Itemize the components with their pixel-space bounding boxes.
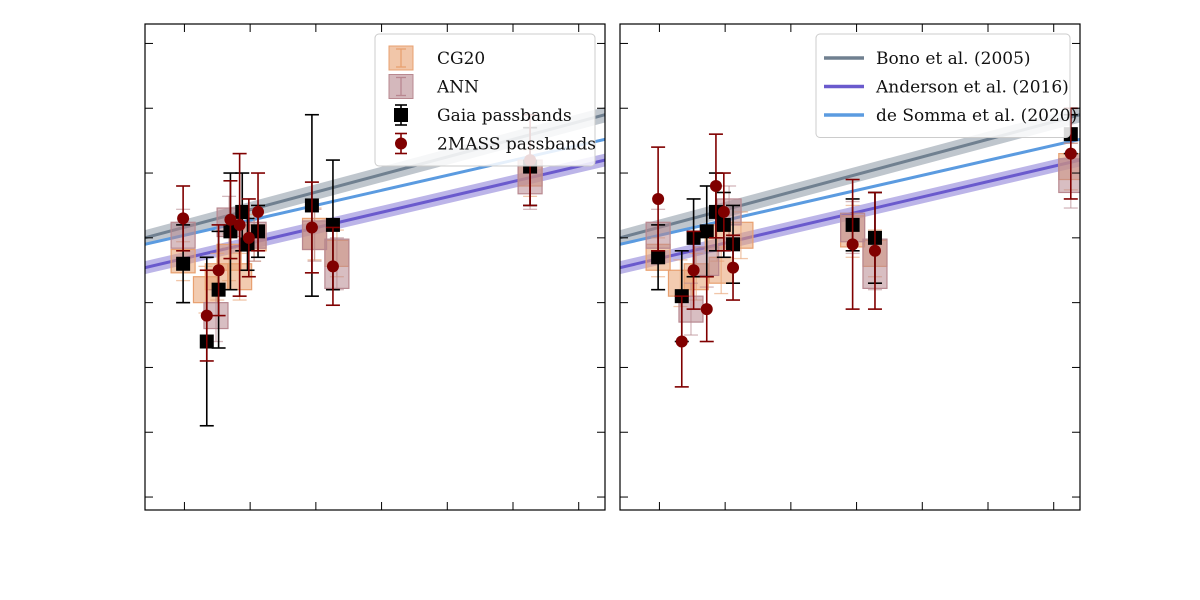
gaia-point	[176, 256, 191, 271]
panel-right: Bono et al. (2005) Anderson et al. (2016)…	[619, 23, 1081, 511]
twomass-point	[846, 238, 859, 251]
gaia-point	[235, 204, 250, 219]
legend-label: de Somma et al. (2020)	[876, 106, 1077, 126]
twomass-point	[200, 309, 213, 322]
legend-frame	[374, 33, 596, 167]
twomass-point	[700, 303, 713, 316]
twomass-point	[1064, 147, 1077, 160]
twomass-point	[233, 218, 246, 231]
twomass-point	[717, 205, 730, 218]
gaia-point	[325, 217, 340, 232]
twomass-point	[305, 221, 318, 234]
twomass-point	[868, 244, 881, 257]
plot-frame	[144, 23, 606, 511]
legend-handle-circle	[395, 137, 407, 150]
legend-label: CG20	[437, 49, 485, 69]
twomass-point	[652, 192, 665, 205]
twomass-point	[242, 231, 255, 244]
twomass-point	[727, 261, 740, 274]
twomass-point	[326, 260, 339, 273]
gaia-point	[651, 250, 666, 265]
twomass-point	[709, 180, 722, 192]
twomass-point	[177, 212, 190, 225]
plot-area	[620, 106, 1080, 388]
legend-label: Gaia passbands	[437, 106, 572, 126]
gaia-point	[699, 224, 714, 239]
legend-label: 2MASS passbands	[437, 135, 596, 155]
legend: CG20 ANN Gaia passbands 2MASS passbands	[374, 33, 596, 167]
relation-line	[620, 137, 1080, 246]
legend-label: ANN	[436, 78, 479, 98]
twomass-point	[224, 213, 237, 226]
legend-frame	[815, 33, 1071, 138]
legend-label: Anderson et al. (2016)	[875, 78, 1069, 98]
legend: Bono et al. (2005) Anderson et al. (2016)…	[815, 33, 1077, 138]
twomass-point	[252, 205, 265, 218]
panel-left: CG20 ANN Gaia passbands 2MASS passbands	[144, 23, 606, 511]
twomass-point	[212, 264, 225, 277]
legend-handle-square	[394, 108, 408, 122]
twomass-point	[675, 335, 688, 348]
legend-label: Bono et al. (2005)	[876, 49, 1031, 69]
plot-frame	[619, 23, 1081, 511]
twomass-point	[687, 264, 700, 277]
